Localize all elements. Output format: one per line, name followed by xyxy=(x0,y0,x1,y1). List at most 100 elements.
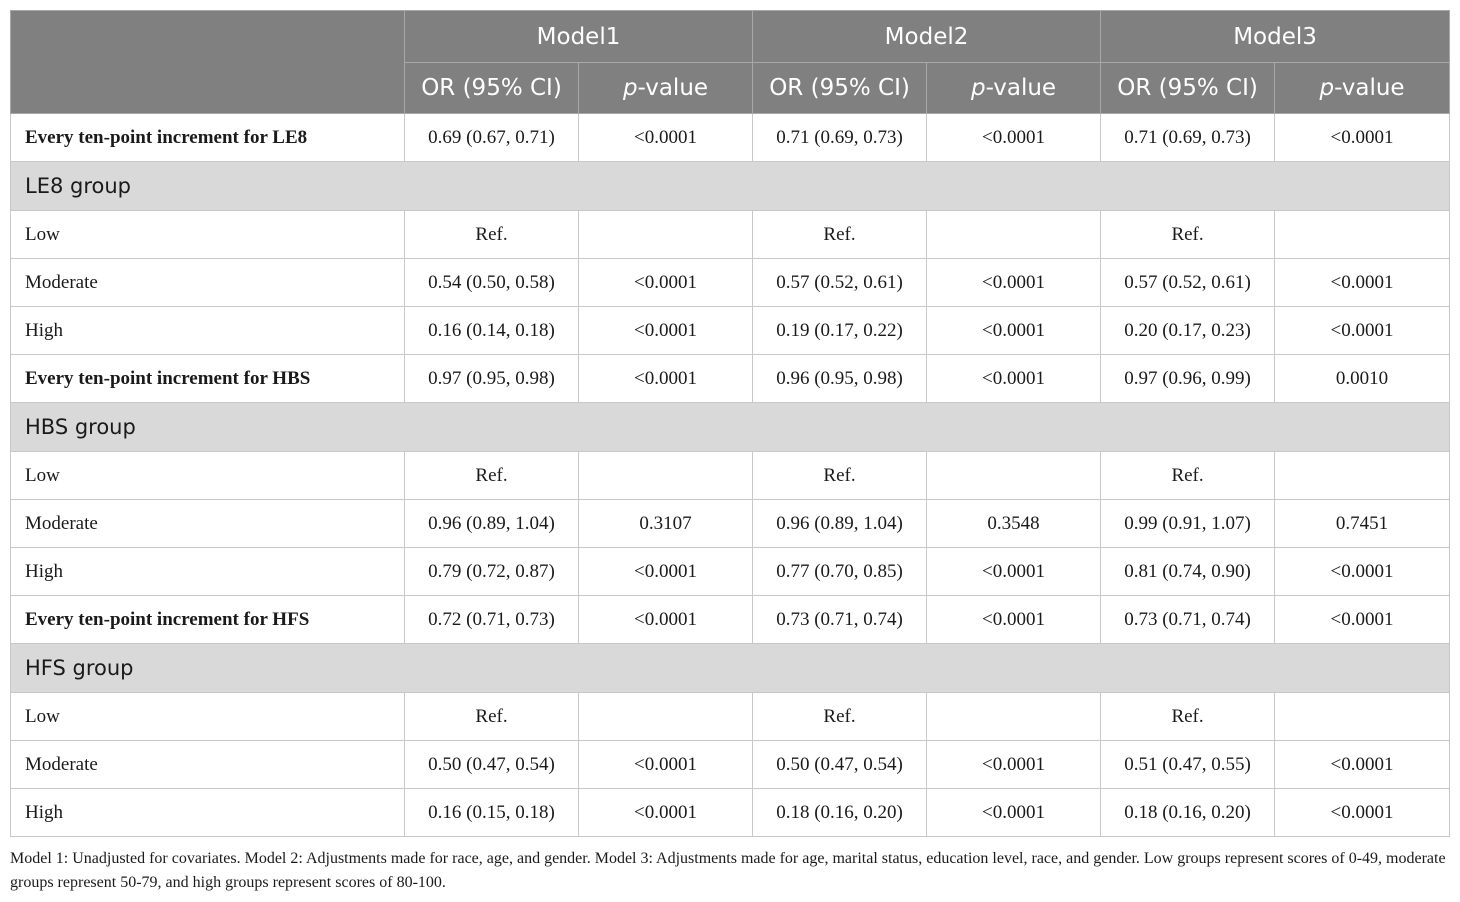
table-row: Low Ref. Ref. Ref. xyxy=(10,210,1451,259)
results-table-container: Model1 Model2 Model3 OR (95% CI) p-value… xyxy=(9,10,1451,837)
p-value-cell: <0.0001 xyxy=(1274,740,1451,789)
table-row: Moderate 0.54 (0.50, 0.58) <0.0001 0.57 (0.… xyxy=(10,258,1451,307)
row-label: Every ten-point increment for LE8 xyxy=(10,113,405,162)
p-italic: p xyxy=(622,75,638,101)
p-value-cell: <0.0001 xyxy=(926,547,1102,596)
or-ci-cell: 0.57 (0.52, 0.61) xyxy=(752,258,928,307)
table-row: High 0.79 (0.72, 0.87) <0.0001 0.77 (0.70, … xyxy=(10,547,1451,596)
or-ci-cell: 0.16 (0.14, 0.18) xyxy=(404,306,579,355)
p-value-cell xyxy=(577,692,754,741)
or-ci-cell: 0.69 (0.67, 0.71) xyxy=(404,113,579,162)
row-label: Moderate xyxy=(10,499,405,548)
p-value-cell: <0.0001 xyxy=(577,258,754,307)
table-row: Every ten-point increment for HFS 0.72 (0… xyxy=(10,595,1451,644)
header-p-value: p-value xyxy=(1274,62,1451,114)
table-footnote: Model 1: Unadjusted for covariates. Mode… xyxy=(10,850,1446,891)
header-p-value: p-value xyxy=(926,62,1102,114)
p-italic: p xyxy=(970,75,986,101)
header-p-value: p-value xyxy=(577,62,754,114)
p-value-cell xyxy=(1274,451,1451,500)
row-label: Moderate xyxy=(10,258,405,307)
p-value-cell: 0.7451 xyxy=(1274,499,1451,548)
table-row: High 0.16 (0.15, 0.18) <0.0001 0.18 (0.16, … xyxy=(10,788,1451,837)
or-ci-cell: Ref. xyxy=(752,692,928,741)
or-ci-cell: Ref. xyxy=(404,451,579,500)
row-label: High xyxy=(10,306,405,355)
row-label: High xyxy=(10,788,405,837)
group-label: HFS group xyxy=(9,643,1451,693)
or-ci-cell: 0.16 (0.15, 0.18) xyxy=(404,788,579,837)
table-row: Moderate 0.50 (0.47, 0.54) <0.0001 0.50 (0.… xyxy=(10,740,1451,789)
p-value-cell: <0.0001 xyxy=(577,354,754,403)
table-row: High 0.16 (0.14, 0.18) <0.0001 0.19 (0.17, … xyxy=(10,306,1451,355)
row-label: Every ten-point increment for HBS xyxy=(10,354,405,403)
p-value-cell: <0.0001 xyxy=(1274,258,1451,307)
p-value-cell: <0.0001 xyxy=(577,547,754,596)
p-value-cell xyxy=(926,451,1102,500)
or-ci-cell: Ref. xyxy=(1100,451,1276,500)
row-label: Every ten-point increment for HFS xyxy=(10,595,405,644)
or-ci-cell: Ref. xyxy=(404,692,579,741)
table-row: Every ten-point increment for HBS 0.97 (0… xyxy=(10,354,1451,403)
row-label: High xyxy=(10,547,405,596)
or-ci-cell: Ref. xyxy=(1100,210,1276,259)
or-ci-cell: 0.72 (0.71, 0.73) xyxy=(404,595,579,644)
p-value-cell: <0.0001 xyxy=(1274,788,1451,837)
p-value-cell: <0.0001 xyxy=(1274,595,1451,644)
p-value-cell: <0.0001 xyxy=(926,113,1102,162)
group-header-row: LE8 group xyxy=(9,161,1451,211)
or-ci-cell: Ref. xyxy=(752,451,928,500)
table-body: Every ten-point increment for LE8 0.69 (0… xyxy=(9,113,1451,837)
p-value-cell xyxy=(1274,210,1451,259)
p-suffix: -value xyxy=(1334,75,1405,101)
header-or-ci: OR (95% CI) xyxy=(1100,62,1276,114)
row-label: Low xyxy=(10,451,405,500)
header-or-ci: OR (95% CI) xyxy=(404,62,579,114)
group-label: LE8 group xyxy=(9,161,1451,211)
p-value-cell: <0.0001 xyxy=(577,740,754,789)
p-value-cell xyxy=(926,692,1102,741)
or-ci-cell: 0.79 (0.72, 0.87) xyxy=(404,547,579,596)
or-ci-cell: 0.81 (0.74, 0.90) xyxy=(1100,547,1276,596)
or-ci-cell: Ref. xyxy=(752,210,928,259)
or-ci-cell: 0.96 (0.89, 1.04) xyxy=(404,499,579,548)
p-value-cell: <0.0001 xyxy=(577,788,754,837)
p-value-cell xyxy=(577,210,754,259)
header-model3: Model3 xyxy=(1100,10,1451,63)
or-ci-cell: 0.77 (0.70, 0.85) xyxy=(752,547,928,596)
header-model2: Model2 xyxy=(752,10,1102,63)
p-italic: p xyxy=(1319,75,1335,101)
header-or-ci: OR (95% CI) xyxy=(752,62,928,114)
or-ci-cell: 0.71 (0.69, 0.73) xyxy=(1100,113,1276,162)
or-ci-cell: 0.97 (0.96, 0.99) xyxy=(1100,354,1276,403)
row-label: Low xyxy=(10,210,405,259)
p-value-cell xyxy=(926,210,1102,259)
or-ci-cell: 0.50 (0.47, 0.54) xyxy=(404,740,579,789)
p-value-cell: <0.0001 xyxy=(926,740,1102,789)
table-header: Model1 Model2 Model3 OR (95% CI) p-value… xyxy=(10,10,1451,114)
or-ci-cell: 0.73 (0.71, 0.74) xyxy=(752,595,928,644)
p-value-cell: <0.0001 xyxy=(577,595,754,644)
p-value-cell xyxy=(1274,692,1451,741)
p-value-cell: <0.0001 xyxy=(926,354,1102,403)
row-label: Low xyxy=(10,692,405,741)
p-value-cell: <0.0001 xyxy=(577,113,754,162)
p-value-cell xyxy=(577,451,754,500)
p-value-cell: <0.0001 xyxy=(926,595,1102,644)
group-header-row: HFS group xyxy=(9,643,1451,693)
p-value-cell: <0.0001 xyxy=(926,306,1102,355)
results-table: Model1 Model2 Model3 OR (95% CI) p-value… xyxy=(9,10,1451,837)
row-label: Moderate xyxy=(10,740,405,789)
p-value-cell: 0.3107 xyxy=(577,499,754,548)
table-row: Low Ref. Ref. Ref. xyxy=(10,451,1451,500)
or-ci-cell: 0.96 (0.89, 1.04) xyxy=(752,499,928,548)
p-value-cell: <0.0001 xyxy=(1274,113,1451,162)
group-label: HBS group xyxy=(9,402,1451,452)
p-value-cell: <0.0001 xyxy=(926,258,1102,307)
p-value-cell: <0.0001 xyxy=(577,306,754,355)
or-ci-cell: 0.50 (0.47, 0.54) xyxy=(752,740,928,789)
table-row: Moderate 0.96 (0.89, 1.04) 0.3107 0.96 (0.8… xyxy=(10,499,1451,548)
p-value-cell: 0.3548 xyxy=(926,499,1102,548)
or-ci-cell: 0.51 (0.47, 0.55) xyxy=(1100,740,1276,789)
p-suffix: -value xyxy=(985,75,1057,101)
